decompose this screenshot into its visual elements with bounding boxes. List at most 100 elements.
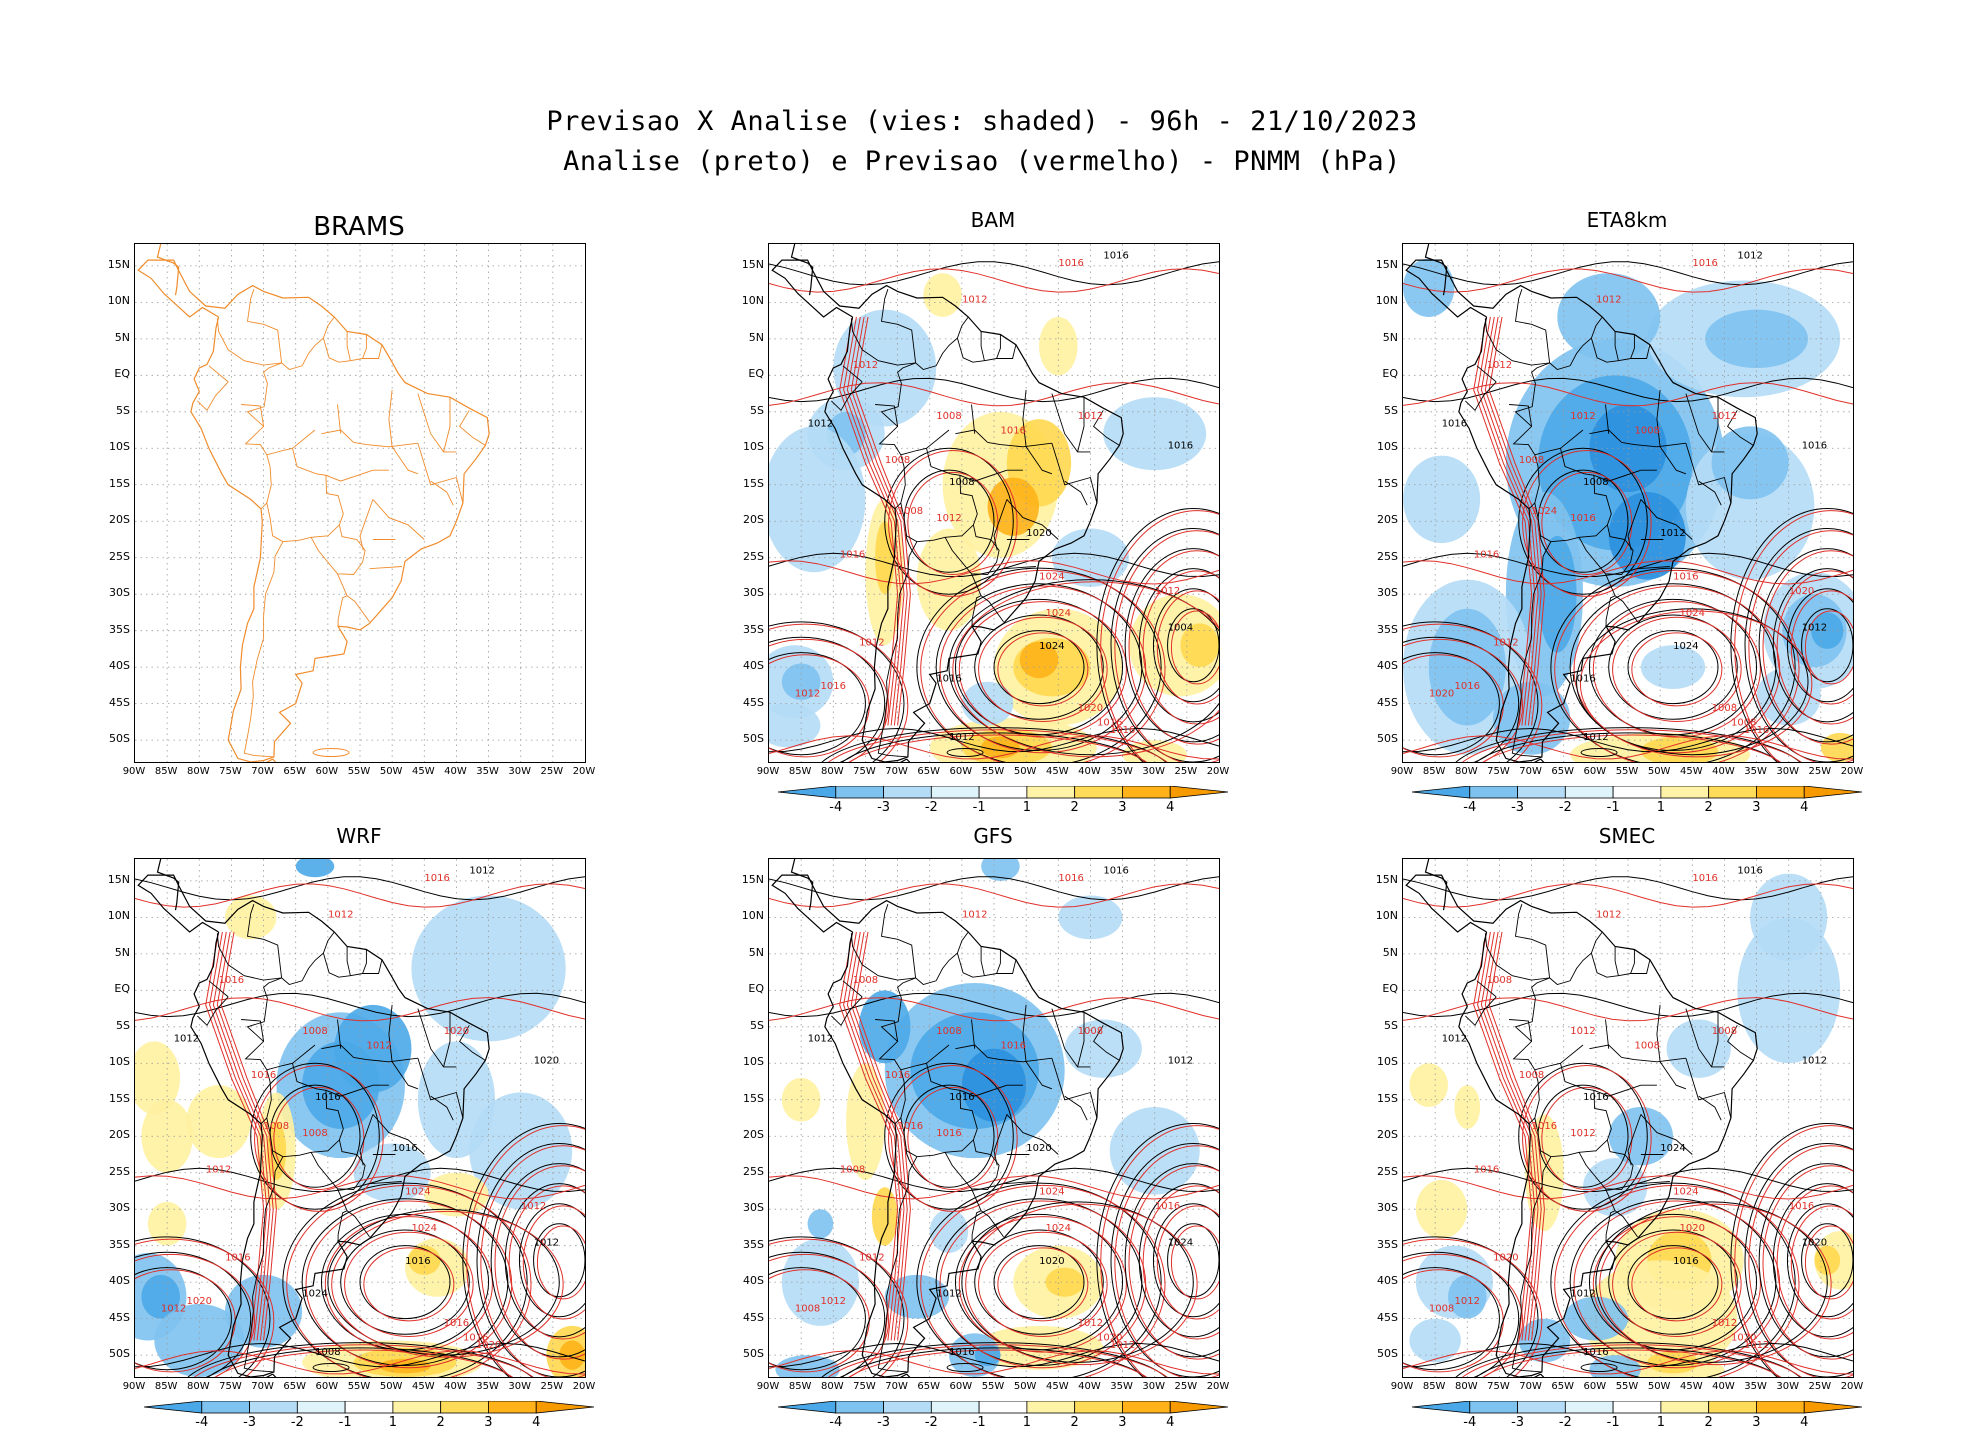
longitude-label: 85W: [788, 766, 812, 777]
bias-blob: [981, 736, 1020, 759]
isobar-label: 1024: [1039, 641, 1064, 652]
panel-title-brams: BRAMS: [313, 212, 405, 242]
map-panel-brams: [134, 243, 586, 763]
latitude-label: 5N: [748, 945, 764, 959]
analysis-isobar: [1744, 528, 1853, 762]
isobar-label: 1012: [1570, 1026, 1595, 1037]
latitude-label: 10S: [109, 440, 130, 454]
bias-blob: [266, 1121, 287, 1181]
bias-blob: [1064, 1019, 1142, 1078]
forecast-isobar: [522, 1205, 585, 1320]
political-borders: [831, 289, 1120, 758]
forecast-isobar: [1100, 510, 1219, 762]
longitude-label: 75W: [219, 1381, 242, 1392]
isobar-labels: 1016 1012 1012 1016 1012 1008 1016 1016 1008 1012…: [161, 866, 559, 1359]
colorbar-label: -1: [338, 1415, 352, 1430]
forecast-isobar: [920, 569, 1166, 762]
analysis-isobar: [1576, 608, 1809, 756]
border-line: [1549, 931, 1603, 985]
isobar-label: 1012: [1442, 1033, 1467, 1044]
latitude-label: 30S: [1377, 1201, 1398, 1215]
central-america-coast: [1424, 859, 1448, 911]
longitude-label: 35W: [1744, 766, 1767, 777]
border-line: [1685, 443, 1732, 504]
analysis-isobar: [1403, 621, 1539, 762]
colorbar-swatch: [777, 785, 837, 799]
isobar-label: 1012: [936, 1289, 961, 1300]
coastline: [137, 859, 490, 1377]
isobars: [769, 876, 1219, 1377]
longitude-label: 35W: [1110, 1381, 1133, 1392]
bias-blob: [833, 309, 937, 427]
forecast-isobar: [273, 1086, 365, 1190]
analysis-isobar: [1403, 727, 1853, 753]
border-line: [1514, 977, 1550, 1042]
longitude-label: 25W: [1808, 766, 1832, 777]
isobar-label: 1016: [1058, 873, 1083, 884]
longitude-label: 45W: [1045, 766, 1069, 777]
colorbar-label: -3: [1511, 1415, 1525, 1430]
longitude-label: 50W: [379, 1381, 403, 1392]
border-line: [321, 1044, 354, 1058]
isobar-label: 1016: [1570, 513, 1595, 524]
longitude-label: 55W: [347, 1381, 371, 1392]
forecast-isobar: [1776, 570, 1853, 725]
isobar-label: 1020: [534, 1055, 559, 1066]
longitude-label: 80W: [1454, 1381, 1478, 1392]
colorbar-swatch: [1660, 785, 1710, 799]
border-line: [955, 1044, 988, 1058]
forecast-isobar: [850, 931, 908, 1341]
border-line: [926, 429, 950, 449]
latitude-label: 35S: [743, 622, 764, 636]
forecast-isobar: [1790, 1205, 1853, 1320]
colorbar-wrapper: [777, 1400, 1229, 1414]
colorbar-label: 3: [1752, 1415, 1761, 1430]
latitude-label: 45S: [743, 695, 764, 709]
colorbar-swatch: [1074, 1400, 1123, 1414]
colorbar-swatch: [1517, 1400, 1566, 1414]
border-line: [1025, 446, 1053, 475]
analysis-isobar: [1758, 548, 1853, 743]
colorbar-swatch: [392, 1400, 442, 1414]
border-line: [1698, 480, 1722, 506]
longitude-label: 75W: [1487, 766, 1510, 777]
forecast-isobar: [1734, 1125, 1853, 1377]
analysis-isobar: [462, 1123, 585, 1377]
longitude-label: 60W: [315, 766, 339, 777]
forecast-isobar: [827, 729, 1168, 762]
latitude-label: 40S: [109, 1274, 130, 1288]
border-line: [346, 946, 351, 976]
border-line: [1022, 389, 1027, 447]
longitude-label: 50W: [1013, 766, 1037, 777]
analysis-isobar: [1744, 1143, 1853, 1377]
isobar-label: 1012: [1802, 623, 1827, 634]
forecast-isobar: [1128, 550, 1219, 745]
longitude-label: 80W: [186, 1381, 210, 1392]
analysis-isobar: [993, 1245, 1085, 1320]
forecast-isobar: [888, 1064, 1018, 1212]
forecast-isobar: [1403, 1253, 1524, 1377]
analysis-isobar: [1096, 508, 1219, 762]
colorbar-wrapper: [777, 785, 1229, 799]
colorbar-swatch: [1517, 785, 1566, 799]
border-line: [971, 595, 982, 627]
border-line: [369, 1181, 402, 1185]
analysis-isobar: [135, 1342, 585, 1368]
latitude-label: 30S: [1377, 586, 1398, 600]
border-line: [1484, 289, 1551, 366]
latitude-label: 10N: [107, 909, 130, 923]
border-line: [980, 331, 985, 361]
isobar-label: 1012: [1455, 1296, 1480, 1307]
latitude-label: 25S: [109, 549, 130, 563]
latitude-label: 40S: [1377, 659, 1398, 673]
border-line: [372, 1114, 425, 1155]
longitude-label: 70W: [251, 766, 274, 777]
isobar-label: 1016: [1744, 725, 1769, 736]
isobar-label: 1012: [795, 688, 820, 699]
latitude-label: 10S: [1377, 1055, 1398, 1069]
colorbar-swatch: [201, 1400, 250, 1414]
analysis-isobar: [1403, 636, 1520, 762]
forecast-isobar: [1482, 734, 1782, 762]
bias-blob: [923, 273, 962, 317]
isobar-label: 1008: [1731, 718, 1756, 729]
